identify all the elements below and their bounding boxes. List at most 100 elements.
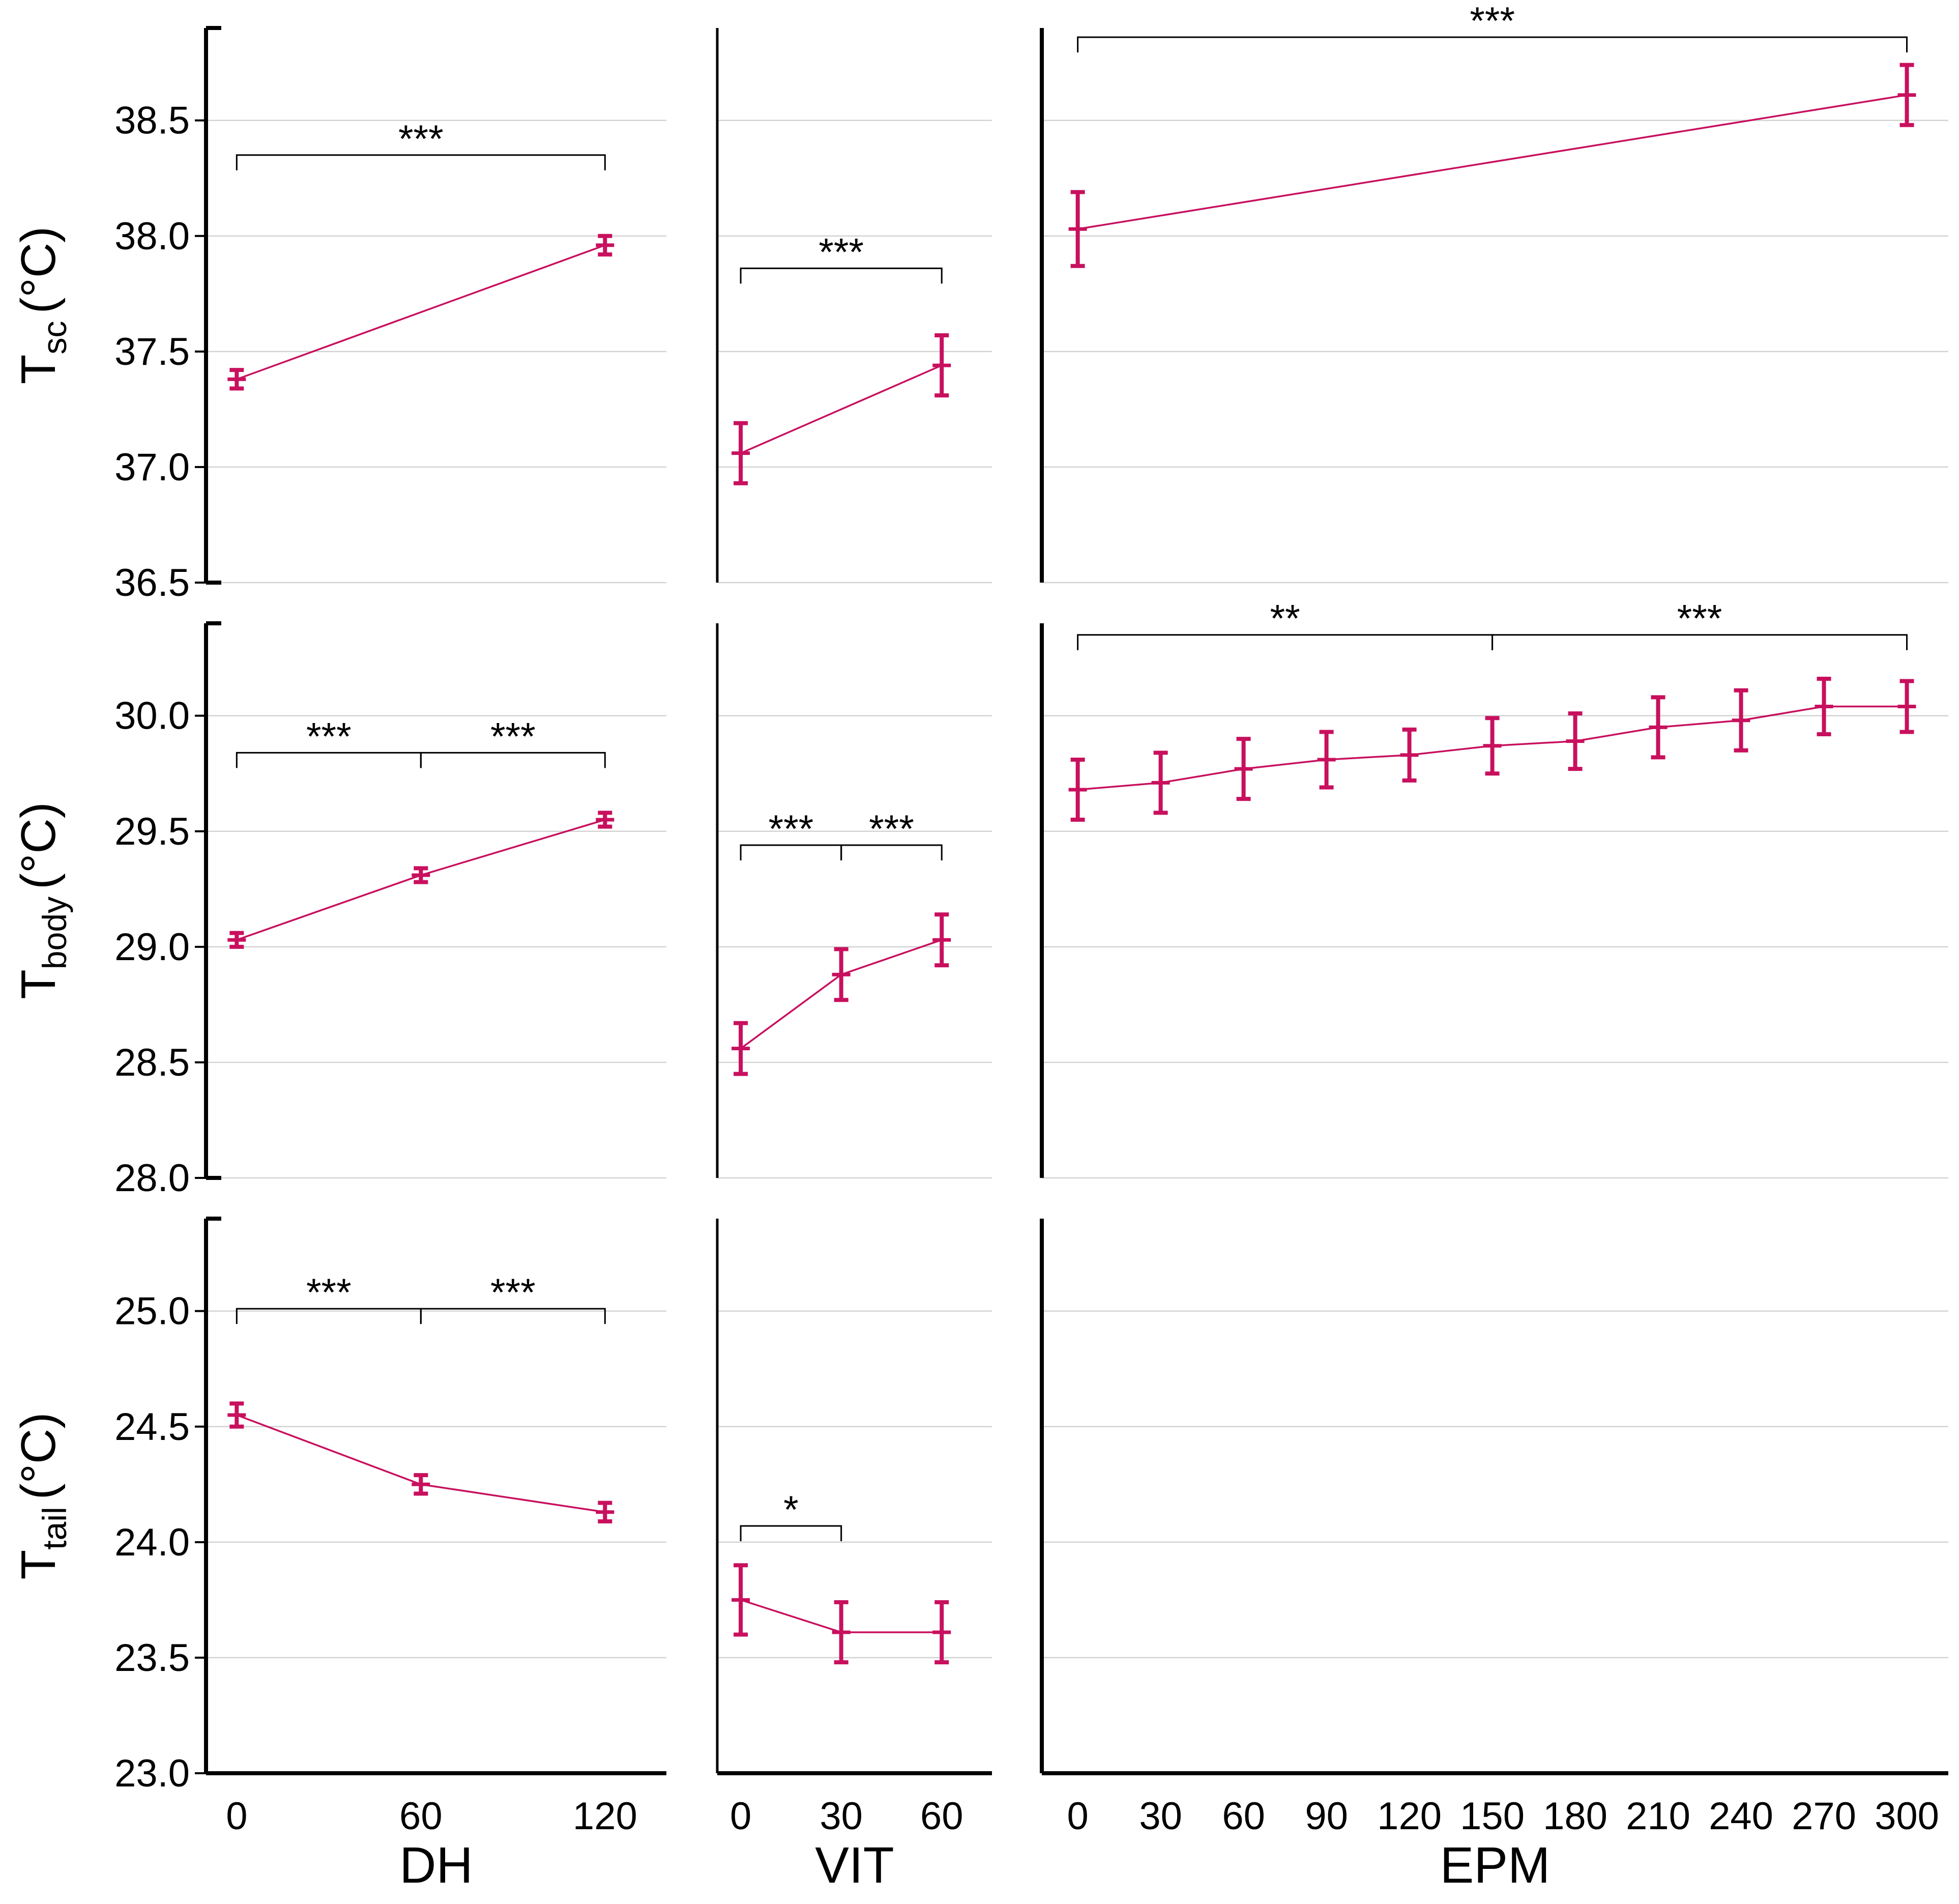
point-tbody-dh-0 — [227, 931, 246, 949]
data-series — [227, 63, 1916, 1664]
point-tsc-dh-0 — [227, 368, 246, 391]
significance-brackets: ************ ****** ***** ****** **** — [236, 0, 1908, 1542]
x-tick-label-epm-2: 60 — [1222, 1795, 1265, 1838]
sig-bracket-tbody-vit-0: *** — [740, 807, 842, 860]
sig-bracket-ttail-dh-0: *** — [236, 1271, 422, 1324]
point-tsc-epm-0 — [1068, 190, 1087, 268]
sig-bracket-line-tbody-vit-1 — [840, 844, 943, 860]
sig-bracket-ttail-dh-1: *** — [420, 1271, 606, 1324]
x-tick-label-epm-3: 90 — [1305, 1795, 1348, 1838]
sig-bracket-line-tsc-epm-0 — [1077, 36, 1908, 53]
y-tick-label-tbody-4: 30.0 — [114, 695, 190, 738]
x-axis-title-vit: VIT — [815, 1837, 894, 1894]
sig-bracket-tbody-epm-1: *** — [1492, 597, 1908, 650]
point-ttail-dh-1 — [412, 1473, 430, 1496]
x-tick-label-epm-4: 120 — [1377, 1795, 1442, 1838]
y-title-main-tsc: T — [11, 355, 66, 385]
sig-bracket-line-tbody-epm-1 — [1492, 634, 1908, 650]
point-tsc-vit-1 — [932, 333, 951, 398]
point-tbody-epm-5 — [1483, 716, 1502, 776]
sig-label-tbody-vit-1: *** — [869, 807, 914, 851]
x-tick-label-epm-6: 180 — [1543, 1795, 1607, 1838]
sig-bracket-tbody-dh-0: *** — [236, 715, 422, 768]
sig-bracket-tbody-dh-1: *** — [420, 715, 606, 768]
sig-bracket-line-tsc-vit-0 — [740, 267, 943, 284]
point-tbody-epm-0 — [1068, 757, 1087, 822]
point-tbody-epm-1 — [1151, 751, 1170, 815]
x-tick-label-epm-1: 30 — [1139, 1795, 1182, 1838]
gridlines — [206, 120, 1948, 1774]
y-tick-label-tsc-4: 38.5 — [114, 99, 190, 142]
y-title-main-ttail: T — [11, 1550, 66, 1580]
sig-label-tbody-dh-1: *** — [490, 715, 536, 758]
y-tick-label-tsc-2: 37.5 — [114, 330, 190, 373]
sig-bracket-tsc-dh-0: *** — [236, 118, 606, 170]
y-tick-label-tsc-3: 38.0 — [114, 215, 190, 258]
point-tbody-epm-4 — [1400, 727, 1419, 783]
x-tick-label-vit-2: 60 — [920, 1795, 963, 1838]
y-axis-title-tsc: Tsc (°C) — [11, 226, 73, 384]
sig-label-tbody-epm-1: *** — [1677, 597, 1722, 641]
point-tbody-epm-6 — [1566, 711, 1585, 771]
point-tbody-vit-0 — [732, 1021, 750, 1076]
y-title-sub-tbody: body — [36, 897, 73, 969]
x-tick-label-vit-1: 30 — [820, 1795, 863, 1838]
x-tick-label-epm-5: 150 — [1460, 1795, 1525, 1838]
y-title-main-tbody: T — [11, 969, 66, 999]
sig-label-tsc-vit-0: *** — [818, 230, 864, 274]
y-title-unit-tsc: (°C) — [11, 226, 66, 314]
y-title-unit-ttail: (°C) — [11, 1412, 66, 1500]
x-tick-label-epm-9: 270 — [1792, 1795, 1856, 1838]
x-tick-label-epm-7: 210 — [1626, 1795, 1690, 1838]
x-tick-label-dh-0: 0 — [226, 1795, 247, 1838]
sig-label-ttail-dh-0: *** — [306, 1271, 352, 1314]
sig-bracket-line-ttail-dh-1 — [420, 1308, 606, 1324]
point-tsc-epm-1 — [1897, 63, 1916, 127]
y-tick-label-tbody-1: 28.5 — [114, 1041, 190, 1084]
point-ttail-vit-1 — [832, 1600, 851, 1664]
y-tick-label-ttail-1: 23.5 — [114, 1636, 190, 1680]
y-tick-label-tbody-3: 29.5 — [114, 810, 190, 853]
point-ttail-vit-0 — [732, 1563, 750, 1637]
sig-bracket-tbody-epm-0: ** — [1077, 597, 1494, 650]
point-tbody-epm-2 — [1234, 737, 1253, 801]
y-axis-title-tbody: Tbody (°C) — [11, 802, 73, 999]
sig-bracket-line-ttail-vit-0 — [740, 1525, 842, 1542]
point-tbody-epm-3 — [1317, 730, 1336, 790]
sig-label-ttail-dh-1: *** — [490, 1271, 536, 1314]
y-title-sub-tsc: sc — [36, 321, 73, 355]
x-tick-label-epm-10: 300 — [1875, 1795, 1939, 1838]
x-tick-label-dh-1: 60 — [399, 1795, 443, 1838]
series-line-tsc-epm — [1077, 94, 1907, 230]
axis-labels: 36.5 37.0 37.5 38.0 38.5 Tsc (°C) 28.0 28.5 29.0 2… — [11, 99, 1939, 1894]
point-tbody-dh-2 — [596, 811, 615, 829]
sig-label-tbody-dh-0: *** — [306, 715, 352, 758]
sig-label-tsc-dh-0: *** — [398, 118, 444, 161]
y-tick-label-ttail-3: 24.5 — [114, 1405, 190, 1449]
point-tsc-dh-1 — [596, 234, 615, 257]
y-title-sub-ttail: tail — [36, 1507, 73, 1549]
y-axis-title-ttail: Ttail (°C) — [11, 1412, 73, 1580]
x-tick-label-epm-0: 0 — [1067, 1795, 1088, 1838]
point-tbody-epm-7 — [1649, 695, 1668, 760]
point-tbody-vit-1 — [832, 947, 851, 1002]
sig-bracket-line-tsc-dh-0 — [236, 154, 606, 170]
sig-label-tbody-epm-0: ** — [1270, 597, 1300, 641]
x-tick-label-epm-8: 240 — [1709, 1795, 1773, 1838]
point-tbody-epm-10 — [1897, 679, 1916, 734]
sig-bracket-tsc-vit-0: *** — [740, 230, 943, 284]
series-line-ttail-dh — [236, 1414, 605, 1513]
axes — [195, 26, 1948, 1775]
x-tick-label-vit-0: 0 — [730, 1795, 751, 1838]
y-tick-label-ttail-4: 25.0 — [114, 1290, 190, 1333]
point-tbody-dh-1 — [412, 866, 430, 884]
x-tick-label-dh-2: 120 — [573, 1795, 637, 1838]
series-line-tsc-vit — [740, 364, 942, 454]
sig-label-tsc-epm-0: *** — [1470, 0, 1515, 43]
point-ttail-dh-0 — [227, 1401, 246, 1429]
y-tick-label-ttail-0: 23.0 — [114, 1752, 190, 1795]
sig-bracket-tbody-vit-1: *** — [840, 807, 943, 860]
sig-label-tbody-vit-0: *** — [769, 807, 814, 851]
point-ttail-vit-2 — [932, 1600, 951, 1664]
